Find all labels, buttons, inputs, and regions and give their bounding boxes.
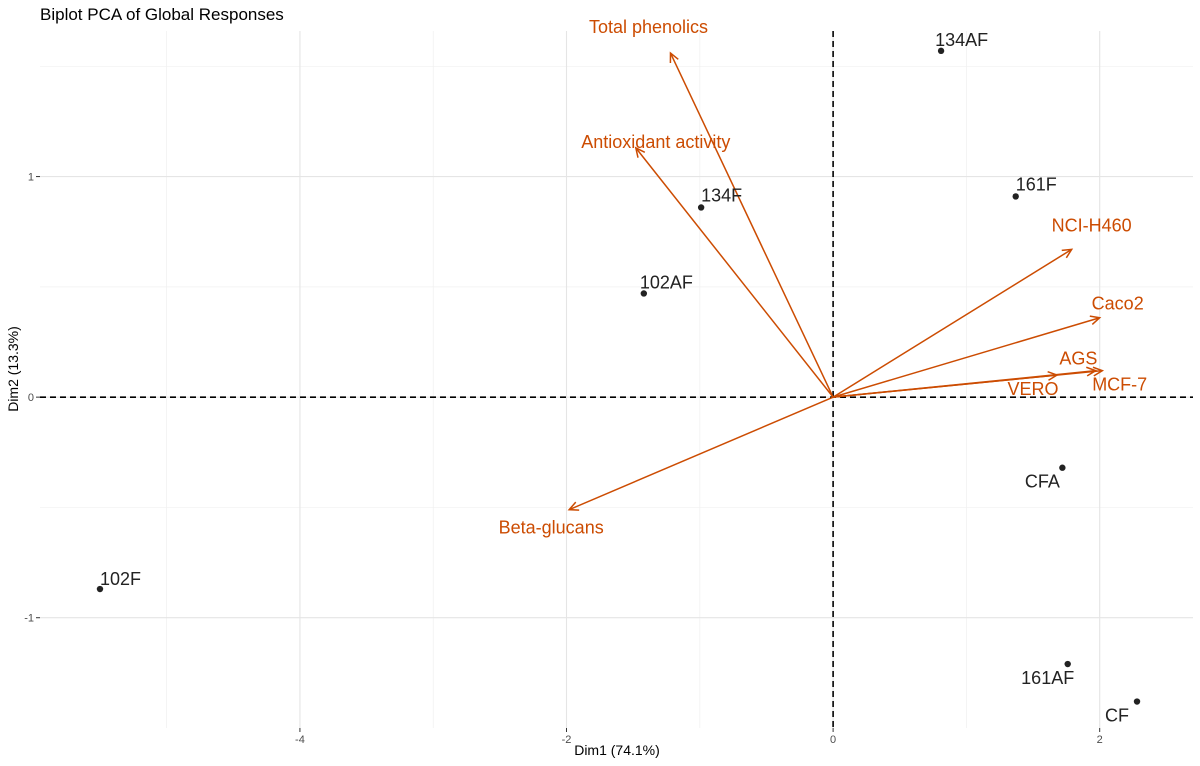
point-label: CFA: [1025, 472, 1060, 492]
reference-lines: [40, 31, 1193, 728]
y-tick-label: -1: [24, 613, 34, 625]
arrow-head: [1061, 248, 1074, 259]
point-134af: 134AF: [935, 30, 988, 55]
x-tick-label: -4: [295, 734, 305, 746]
arrow-nci-h460: NCI-H460: [832, 215, 1132, 398]
arrow-shaft: [568, 396, 834, 511]
arrow-head: [669, 51, 679, 64]
point-marker: [1059, 464, 1066, 471]
arrow-label: AGS: [1059, 349, 1097, 369]
x-tick-label: 0: [830, 734, 836, 746]
variable-arrows: Total phenolics Antioxidant activity NCI-H…: [499, 17, 1148, 538]
observation-points: 134AF 161F 134F 102AF CFA 102F 161AF CF: [96, 30, 1141, 726]
arrow-label: VERO: [1008, 379, 1059, 399]
arrow-head: [634, 146, 646, 158]
arrow-shaft: [832, 248, 1073, 398]
arrow-head: [567, 501, 580, 511]
point-marker: [1064, 660, 1071, 668]
arrow-label: Antioxidant activity: [581, 132, 730, 152]
point-label: 134AF: [935, 30, 988, 50]
arrow-shaft: [635, 147, 834, 398]
x-axis-title: Dim1 (74.1%): [574, 742, 660, 758]
arrow-total-phenolics: Total phenolics: [589, 17, 834, 398]
point-label: CF: [1105, 706, 1129, 726]
point-marker: [1012, 193, 1019, 200]
point-102af: 102AF: [640, 272, 693, 297]
arrow-shaft: [669, 52, 834, 398]
point-label: 161AF: [1021, 668, 1074, 688]
arrow-head: [1092, 366, 1105, 377]
arrow-mcf-7: MCF-7: [833, 366, 1147, 398]
chart-title: Biplot PCA of Global Responses: [40, 5, 284, 24]
x-tick-label: 2: [1097, 734, 1103, 746]
arrow-label: Total phenolics: [589, 17, 708, 37]
point-label: 102AF: [640, 272, 693, 292]
point-marker: [96, 585, 104, 593]
arrow-head: [1089, 315, 1102, 326]
arrow-label: MCF-7: [1092, 375, 1147, 395]
arrow-antioxidant-activity: Antioxidant activity: [581, 132, 834, 398]
y-axis-title: Dim2 (13.3%): [5, 326, 21, 412]
point-161af: 161AF: [1021, 660, 1074, 688]
arrow-shaft: [832, 317, 1100, 398]
point-label: 102F: [100, 569, 141, 589]
point-cf: CF: [1105, 698, 1141, 726]
point-label: 134F: [701, 185, 742, 205]
point-marker: [640, 290, 648, 297]
point-marker: [1133, 698, 1141, 705]
axis-ticks: -4 -2 0 2 -1 0 1: [24, 172, 1103, 746]
arrow-shaft: [833, 369, 1096, 398]
arrow-beta-glucans: Beta-glucans: [499, 396, 834, 538]
point-161f: 161F: [1012, 174, 1057, 200]
point-marker: [697, 204, 705, 211]
arrow-head: [1086, 366, 1098, 377]
y-tick-label: 1: [28, 172, 34, 184]
point-134f: 134F: [697, 185, 742, 211]
point-marker: [937, 47, 945, 55]
arrow-label: Beta-glucans: [499, 518, 604, 538]
arrow-label: Caco2: [1092, 294, 1144, 314]
arrow-label: NCI-H460: [1052, 215, 1132, 235]
arrow-caco2: Caco2: [832, 294, 1144, 398]
point-102f: 102F: [96, 569, 141, 593]
point-label: 161F: [1016, 174, 1057, 194]
y-tick-label: 0: [28, 392, 34, 404]
x-tick-label: -2: [562, 734, 572, 746]
point-cfa: CFA: [1025, 464, 1066, 492]
